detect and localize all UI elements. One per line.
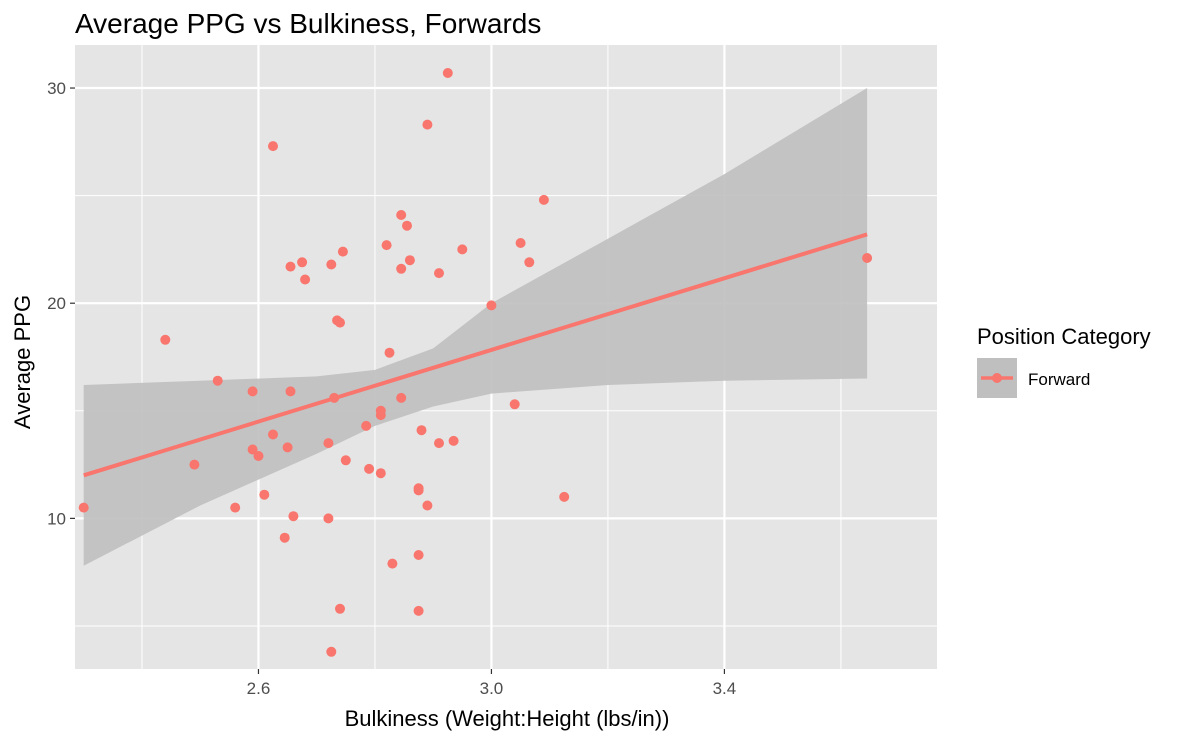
y-tick-label: 10 xyxy=(47,509,66,528)
data-point xyxy=(396,263,407,274)
legend-label-forward: Forward xyxy=(1028,370,1090,389)
legend-key-point xyxy=(992,373,1002,383)
data-point xyxy=(442,68,453,78)
legend: Position Category Forward xyxy=(977,324,1151,398)
data-point xyxy=(862,253,873,263)
x-axis-title: Bulkiness (Weight:Height (lbs/in)) xyxy=(345,706,670,731)
x-tick-label: 2.6 xyxy=(247,679,271,698)
data-point xyxy=(285,386,296,397)
chart-title: Average PPG vs Bulkiness, Forwards xyxy=(75,8,541,39)
data-point xyxy=(297,257,308,268)
data-point xyxy=(413,550,424,560)
data-point xyxy=(247,444,258,455)
data-point xyxy=(340,455,351,466)
x-axis-ticks: 2.6 3.0 3.4 xyxy=(247,669,737,698)
data-point xyxy=(247,386,258,397)
data-point xyxy=(288,511,299,522)
data-point xyxy=(160,334,171,345)
data-point xyxy=(326,646,337,657)
data-point xyxy=(457,244,468,255)
data-point xyxy=(326,259,337,270)
data-point xyxy=(375,405,386,416)
data-point xyxy=(422,119,433,130)
data-point xyxy=(364,463,375,474)
data-point xyxy=(448,435,459,446)
data-point xyxy=(402,220,412,231)
data-point xyxy=(404,255,415,266)
data-point xyxy=(509,399,520,410)
data-point xyxy=(230,502,241,513)
data-point xyxy=(335,317,345,328)
data-point xyxy=(268,141,278,152)
y-tick-label: 20 xyxy=(47,294,66,313)
data-point xyxy=(259,489,270,500)
data-point xyxy=(486,300,497,311)
data-point xyxy=(189,459,200,470)
data-point xyxy=(413,605,424,616)
y-axis-ticks: 10 20 30 xyxy=(47,79,75,528)
data-point xyxy=(413,485,424,496)
data-point xyxy=(268,429,278,440)
data-point xyxy=(323,513,334,524)
data-point xyxy=(387,558,398,569)
data-point xyxy=(279,532,290,543)
y-axis-title: Average PPG xyxy=(10,295,35,429)
x-tick-label: 3.4 xyxy=(713,679,737,698)
data-point xyxy=(337,246,348,257)
data-point xyxy=(396,392,407,403)
data-point xyxy=(559,491,570,502)
data-point xyxy=(538,194,549,205)
data-point xyxy=(78,502,89,513)
data-point xyxy=(381,240,392,251)
data-point xyxy=(212,375,223,386)
data-point xyxy=(323,438,334,449)
data-point xyxy=(375,468,386,479)
data-point xyxy=(434,438,444,449)
data-point xyxy=(285,261,296,272)
regression-line xyxy=(83,232,868,478)
data-point xyxy=(253,451,264,461)
data-points xyxy=(78,68,873,657)
data-point xyxy=(335,603,345,614)
data-point xyxy=(300,274,311,285)
x-tick-label: 3.0 xyxy=(480,679,504,698)
data-point xyxy=(329,392,340,403)
data-point xyxy=(416,425,427,436)
data-point xyxy=(396,210,407,220)
data-point xyxy=(515,238,526,248)
data-point xyxy=(361,420,372,431)
data-point xyxy=(282,442,293,453)
data-point xyxy=(384,347,395,358)
data-point xyxy=(422,500,433,511)
legend-title: Position Category xyxy=(977,324,1151,349)
data-point xyxy=(434,268,444,279)
data-point xyxy=(524,257,535,268)
confidence-band xyxy=(83,88,868,566)
y-tick-label: 30 xyxy=(47,79,66,98)
